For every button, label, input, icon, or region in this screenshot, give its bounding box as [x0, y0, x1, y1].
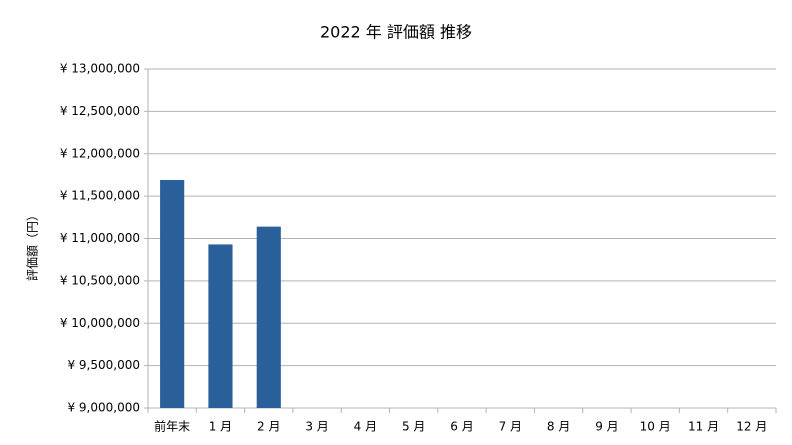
y-axis-label: 評価額（円） — [25, 209, 40, 281]
bar — [256, 226, 281, 408]
x-tick-label: 4 月 — [354, 420, 377, 434]
x-tick-label: 6 月 — [450, 420, 473, 434]
y-tick-label: ¥ 11,000,000 — [60, 231, 140, 245]
x-tick-label: 11 月 — [688, 420, 719, 434]
y-tick-label: ¥ 12,000,000 — [60, 146, 140, 160]
bar — [160, 180, 185, 408]
y-tick-label: ¥ 11,500,000 — [60, 189, 140, 203]
x-tick-label: 2 月 — [257, 420, 280, 434]
y-tick-label: ¥ 12,500,000 — [60, 104, 140, 118]
x-tick-label: 10 月 — [640, 420, 671, 434]
x-tick-label: 5 月 — [402, 420, 425, 434]
x-tick-label: 9 月 — [595, 420, 618, 434]
x-tick-label: 3 月 — [305, 420, 328, 434]
y-tick-label: ¥ 9,500,000 — [67, 358, 140, 372]
x-tick-label: 7 月 — [499, 420, 522, 434]
x-tick-label: 前年末 — [154, 419, 190, 434]
y-tick-label: ¥ 10,000,000 — [60, 316, 140, 330]
chart-title: 2022 年 評価額 推移 — [320, 23, 472, 42]
x-tick-label: 8 月 — [547, 420, 570, 434]
y-tick-label: ¥ 13,000,000 — [60, 62, 140, 76]
y-tick-label: ¥ 10,500,000 — [60, 273, 140, 287]
x-tick-label: 1 月 — [209, 420, 232, 434]
y-tick-label: ¥ 9,000,000 — [67, 401, 140, 415]
x-tick-label: 12 月 — [736, 420, 767, 434]
bar — [208, 244, 233, 408]
